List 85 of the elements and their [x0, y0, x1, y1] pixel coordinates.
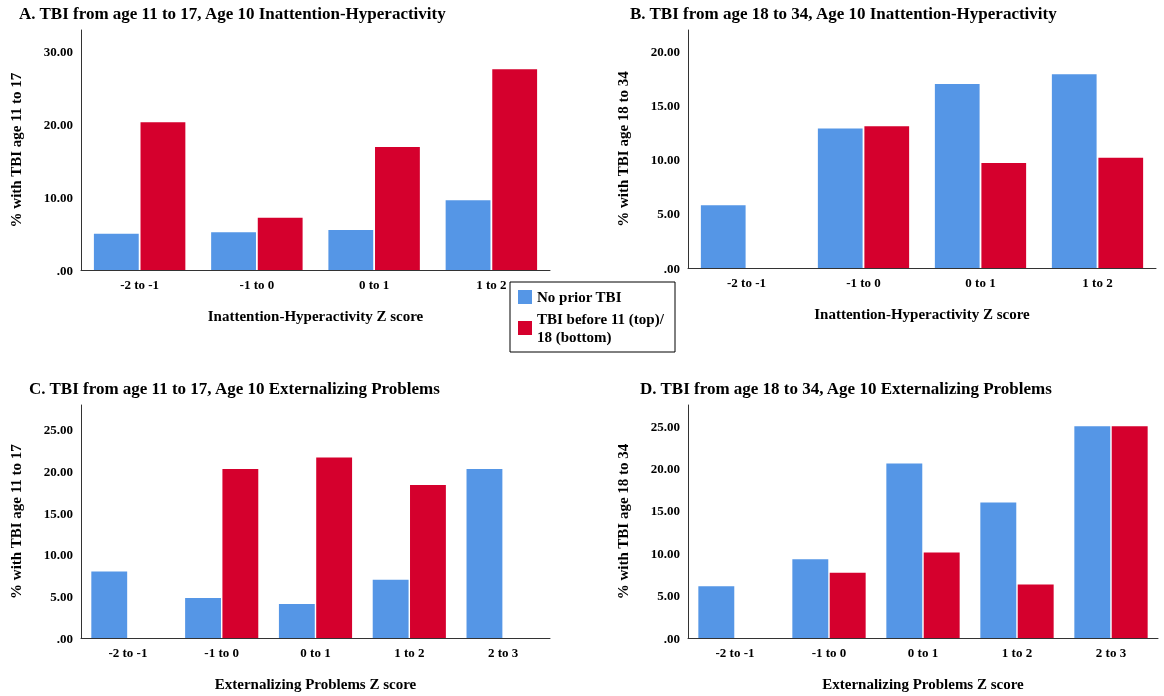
y-tick-label: 30.00 [43, 44, 73, 60]
bar [700, 205, 746, 268]
y-tick-label: 20.00 [650, 44, 680, 60]
bar [1098, 157, 1144, 268]
bar [375, 147, 420, 270]
y-axis-title: % with TBI age 11 to 17 [7, 72, 24, 228]
y-tick-label: 10.00 [650, 545, 680, 561]
legend-label: No prior TBI [537, 289, 622, 305]
bar [316, 457, 353, 638]
x-tick-label: -1 to 0 [846, 275, 881, 290]
x-tick-label: 2 to 3 [1095, 645, 1127, 660]
y-axis-title: % with TBI age 18 to 34 [614, 443, 631, 600]
y-tick-label: 10.00 [43, 547, 73, 563]
y-tick-label: 5.00 [657, 588, 680, 604]
y-axis-title: % with TBI age 11 to 17 [7, 443, 24, 599]
x-tick-label: -2 to -1 [108, 645, 148, 660]
chart-title: D. TBI from age 18 to 34, Age 10 Externalizing Problems [640, 379, 1053, 398]
chart-title: A. TBI from age 11 to 17, Age 10 Inattention-Hyperactivity [19, 4, 447, 23]
x-tick-label: -2 to -1 [715, 645, 755, 660]
y-tick-label: 20.00 [43, 464, 73, 480]
bar [410, 484, 446, 638]
y-axis-title: % with TBI age 18 to 34 [614, 70, 631, 227]
bar [981, 163, 1027, 268]
x-tick-label: 1 to 2 [394, 645, 425, 660]
y-tick-label: 25.00 [650, 418, 680, 434]
bar [829, 572, 866, 638]
bar [278, 603, 315, 638]
bar [1111, 426, 1148, 638]
y-tick-label: .00 [56, 262, 73, 278]
chart-title: C. TBI from age 11 to 17, Age 10 Externalizing Problems [29, 379, 441, 398]
x-tick-label: 1 to 2 [1001, 645, 1033, 660]
bar [372, 579, 409, 638]
x-tick-label: 0 to 1 [965, 275, 996, 290]
bar [185, 598, 221, 638]
bar [1051, 74, 1097, 268]
bar [93, 233, 139, 270]
bar [817, 128, 863, 268]
bar [923, 552, 960, 638]
y-tick-label: 5.00 [657, 206, 680, 222]
y-tick-label: 25.00 [43, 422, 73, 438]
bar [328, 230, 374, 270]
bar [445, 200, 491, 270]
x-axis-title: Inattention-Hyperactivity Z score [814, 305, 1031, 322]
bar [492, 69, 538, 270]
x-tick-label: -1 to 0 [204, 645, 240, 660]
bar [698, 586, 735, 638]
x-tick-label: 1 to 2 [476, 277, 507, 292]
bar [257, 217, 303, 270]
x-axis-title: Externalizing Problems Z score [214, 675, 417, 692]
bar [1074, 426, 1111, 638]
bar [934, 84, 980, 268]
bar [1017, 584, 1054, 638]
x-tick-label: -2 to -1 [727, 275, 766, 290]
y-tick-label: .00 [663, 260, 680, 276]
bar [886, 463, 923, 638]
x-axis-title: Externalizing Problems Z score [822, 675, 1025, 692]
bar [466, 469, 503, 638]
x-tick-label: -2 to -1 [120, 277, 160, 292]
bar [211, 232, 256, 270]
x-tick-label: 0 to 1 [907, 645, 939, 660]
bar [864, 126, 910, 268]
x-tick-label: -1 to 0 [239, 277, 275, 292]
x-tick-label: 0 to 1 [300, 645, 331, 660]
y-tick-label: 15.00 [650, 98, 680, 114]
y-tick-label: 15.00 [43, 505, 73, 521]
x-tick-label: 1 to 2 [1082, 275, 1113, 290]
y-tick-label: .00 [663, 630, 680, 646]
x-tick-label: -1 to 0 [811, 645, 847, 660]
bar [980, 502, 1017, 638]
legend-label: TBI before 11 (top)/18 (bottom) [537, 311, 665, 346]
x-tick-label: 0 to 1 [358, 277, 390, 292]
y-tick-label: 15.00 [650, 503, 680, 519]
y-tick-label: .00 [56, 630, 73, 646]
y-tick-label: 10.00 [650, 152, 680, 168]
bar [140, 122, 186, 270]
chart-title: B. TBI from age 18 to 34, Age 10 Inattention-Hyperactivity [630, 4, 1058, 23]
y-tick-label: 20.00 [650, 461, 680, 477]
y-tick-label: 10.00 [43, 189, 73, 205]
bar [792, 559, 829, 638]
y-tick-label: 5.00 [50, 588, 73, 604]
y-tick-label: 20.00 [43, 117, 73, 133]
bar [91, 571, 128, 638]
bar [222, 469, 259, 638]
x-tick-label: 2 to 3 [487, 645, 519, 660]
x-axis-title: Inattention-Hyperactivity Z score [207, 307, 424, 324]
